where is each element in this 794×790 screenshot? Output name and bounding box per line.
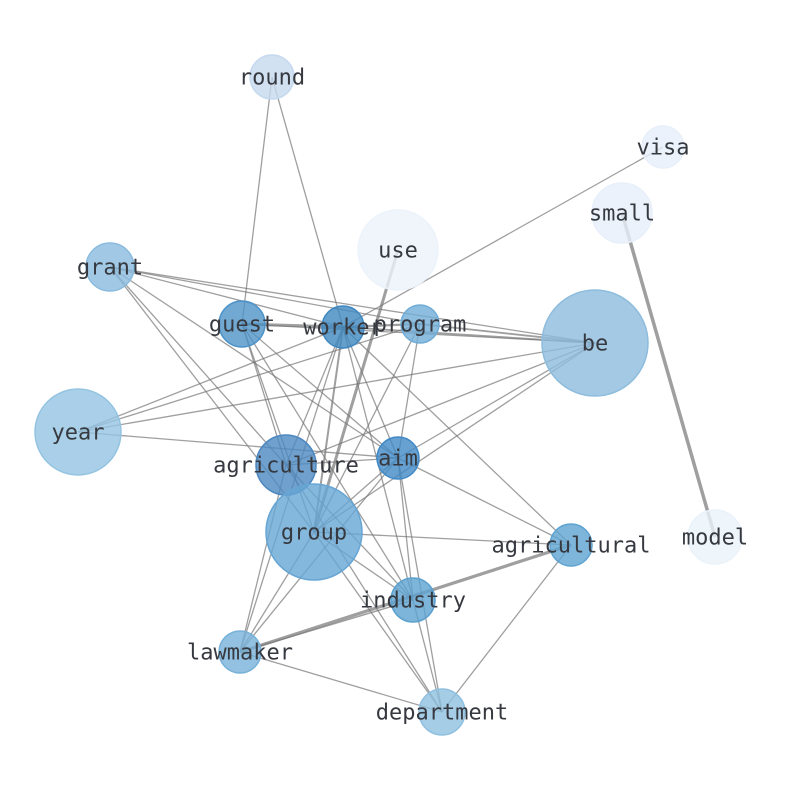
edge-small-model [620, 212, 717, 538]
edge-year-be [77, 342, 596, 433]
node-industry [390, 577, 436, 623]
edge-aim-agricultural [397, 457, 572, 546]
node-grant [85, 242, 135, 292]
node-worker [321, 305, 365, 349]
edge-agriculture-lawmaker [239, 464, 287, 653]
edge-grant-agriculture [109, 266, 287, 466]
edge-year-program [77, 323, 421, 433]
edge-round-worker [271, 76, 344, 328]
edge-grant-program [109, 266, 421, 325]
edge-agricultural-department [441, 544, 572, 713]
edge-lawmaker-department [239, 651, 443, 713]
node-department [418, 688, 466, 736]
node-aim [376, 436, 420, 480]
node-be [541, 289, 649, 397]
edge-grant-be [109, 266, 596, 344]
edge-year-worker [77, 326, 344, 433]
node-program [400, 304, 440, 344]
edge-group-be [313, 342, 596, 533]
edge-grant-worker [109, 266, 344, 328]
node-visa [641, 125, 685, 169]
edge-use-group [312, 249, 400, 533]
edge-round-guest [241, 76, 273, 325]
node-use [357, 209, 439, 291]
node-agricultural [549, 523, 593, 567]
node-year [34, 388, 122, 476]
node-lawmaker [218, 630, 262, 674]
edge-agriculture-be [285, 342, 596, 466]
edge-program-aim [397, 323, 421, 459]
node-round [249, 54, 295, 100]
edge-aim-industry [397, 457, 414, 601]
node-guest [218, 300, 266, 348]
node-model [687, 509, 743, 565]
edge-year-aim [77, 431, 399, 459]
node-group [265, 483, 363, 581]
edge-industry-lawmaker [239, 599, 414, 653]
node-small [591, 182, 653, 244]
edge-worker-aim [342, 326, 399, 459]
edge-visa-worker [342, 146, 664, 328]
edge-guest-aim [241, 323, 399, 459]
